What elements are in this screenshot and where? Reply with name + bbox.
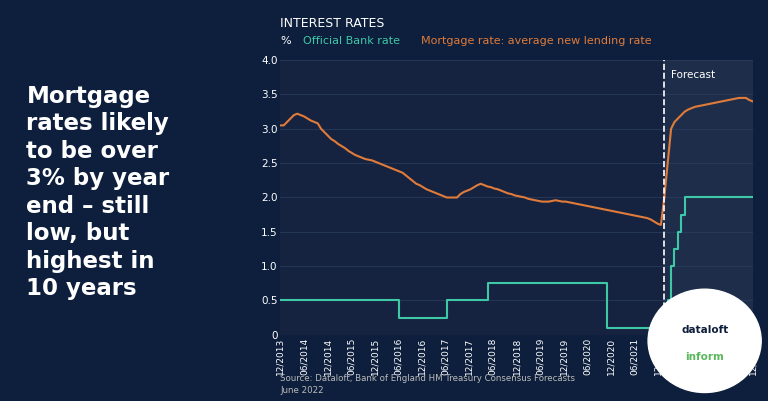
Text: Mortgage
rates likely
to be over
3% by year
end – still
low, but
highest in
10 y: Mortgage rates likely to be over 3% by y… xyxy=(26,85,170,300)
Text: Forecast: Forecast xyxy=(671,71,715,81)
Text: Mortgage rate: average new lending rate: Mortgage rate: average new lending rate xyxy=(421,36,651,46)
Ellipse shape xyxy=(648,289,761,393)
Text: inform: inform xyxy=(685,352,724,362)
Text: Official Bank rate: Official Bank rate xyxy=(303,36,400,46)
Text: Source: Dataloft, Bank of England HM Treasury Consensus Forecasts
June 2022: Source: Dataloft, Bank of England HM Tre… xyxy=(280,374,575,395)
Text: %: % xyxy=(280,36,291,46)
Text: dataloft: dataloft xyxy=(681,325,728,334)
Bar xyxy=(664,60,753,335)
Text: INTEREST RATES: INTEREST RATES xyxy=(280,17,385,30)
